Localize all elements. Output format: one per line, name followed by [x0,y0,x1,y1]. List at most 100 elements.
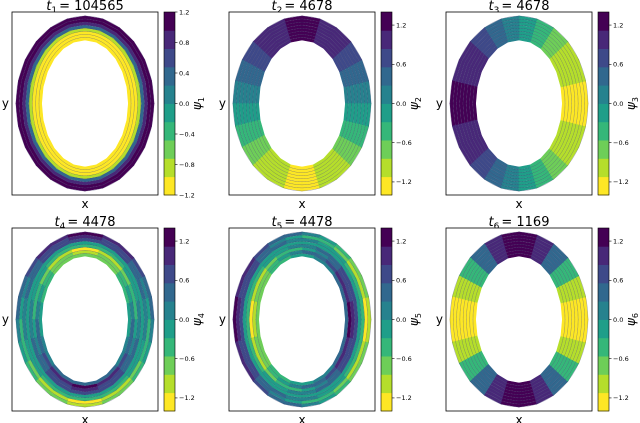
panel-title: t4 = 4478 [55,215,116,232]
annulus [449,231,589,408]
colorbar-band [381,12,392,31]
title-subscript: 1 [51,6,57,16]
axes-frame [228,11,376,196]
ring-segment [576,103,582,125]
ring-segment [582,103,589,127]
colorbar-band [164,103,175,123]
colorbar-tick-label: 1.2 [396,21,406,29]
colorbar-label: ψ6 [624,313,640,326]
ring-segment [576,319,582,341]
ring-edge [472,253,566,386]
ring-edge [242,241,362,398]
colorbar-label-subscript: 5 [414,313,423,318]
ring-edge [252,34,352,173]
ring-edge [249,247,355,392]
ring-segment [560,319,566,337]
colorbar-band [598,30,609,49]
ring-edge [456,237,582,402]
ring-edge [15,15,155,192]
ring-segment [365,319,372,343]
colorbar-tick-label: 1.2 [613,21,623,29]
x-axis-label: x [515,197,522,211]
colorbar-tick-label: −0.6 [396,355,412,363]
title-value: = 4478 [67,215,115,230]
colorbar-band [598,246,609,265]
panel-title: t5 = 4478 [272,215,333,232]
colorbar-tick-label: 0.0 [396,100,406,108]
colorbar-tick-label: 1.2 [613,237,623,245]
x-axis-label: x [81,197,88,211]
annulus [15,231,155,408]
colorbar-band [164,30,175,49]
colorbar-band [164,374,175,394]
panel-title: t3 = 4678 [489,0,550,16]
ring-segment [349,103,355,123]
title-subscript: 3 [494,6,500,16]
ring-segment [145,103,152,126]
ring-segment [148,103,155,127]
colorbar-tick-label: −1.2 [179,191,195,199]
colorbar-tick-label: −1.2 [179,394,195,402]
x-axis-label: x [81,413,88,423]
x-axis-label: x [298,197,305,211]
ring-segment [560,103,566,121]
colorbar-band [164,121,175,141]
title-subscript: 4 [60,222,66,232]
colorbar-tick-label: 0.0 [396,316,406,324]
colorbar-tick-label: 0.4 [179,69,189,77]
colorbar-band [381,85,392,104]
ring-edge [236,234,368,405]
title-symbol: t [489,0,495,14]
colorbar-tick-label: −1.2 [396,178,412,186]
colorbar-band [381,337,392,357]
ring-segment [343,319,349,337]
ring-segment [136,319,142,340]
ring-segment [142,103,148,125]
colorbar-tick-label: 1.2 [179,237,189,245]
colorbar-band [164,282,175,302]
colorbar-label: ψ3 [624,97,640,110]
ring-segment [362,103,369,126]
colorbar-band [598,264,609,284]
ring-edge [249,31,355,176]
ring-edge [239,21,365,186]
colorbar-band [381,103,392,123]
colorbar-tick-label: −0.6 [613,355,629,363]
ring-segment [573,103,579,125]
colorbar-band [164,140,175,159]
colorbar-tick-label: −1.2 [613,178,629,186]
colorbar-label-symbol: ψ [624,101,638,110]
title-value: = 4678 [284,0,332,14]
axes-frame [11,227,159,412]
colorbar-label: ψ1 [190,97,206,110]
colorbar-band [381,356,392,375]
ring-edge [466,31,572,176]
colorbar-band [381,282,392,302]
colorbar-band [598,176,609,196]
ring-edge [32,31,138,176]
ring-segment [349,319,355,339]
colorbar-band [164,66,175,86]
axes-frame [11,11,159,196]
ring-segment [132,103,138,123]
colorbar-tick-label: −0.6 [396,139,412,147]
colorbar-tick-label: 0.6 [179,277,189,285]
colorbar-band [598,103,609,123]
colorbar-band [381,66,392,86]
ring-segment [359,319,365,341]
x-axis-label: x [515,413,522,423]
ring-edge [35,34,135,173]
ring-segment [346,319,352,338]
y-axis-label: y [2,97,9,111]
ring-segment [566,319,572,339]
y-axis-label: y [219,313,226,327]
ring-segment [139,319,145,341]
colorbar-tick-label: −1.2 [396,394,412,402]
ring-segment [129,319,135,338]
colorbar-label-symbol: ψ [407,317,421,326]
ring-segment [129,103,135,122]
ring-edge [462,28,576,179]
